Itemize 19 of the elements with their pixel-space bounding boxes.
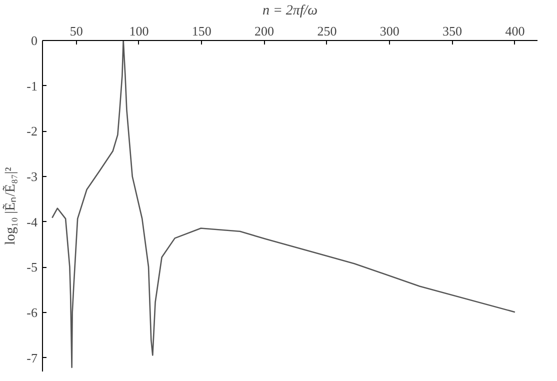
x-tick-label: 400 [505,24,525,38]
x-tick-label: 150 [192,24,212,38]
y-tick-label: -3 [26,169,38,184]
x-tick-label: 50 [70,24,83,38]
x-tick-label: 200 [254,24,274,38]
line-series [52,40,516,368]
y-tick-label: -4 [26,214,38,230]
y-tick-label: -7 [26,350,38,366]
y-tick-label: -6 [26,305,38,320]
y-tick-label: -2 [26,124,38,139]
x-tick-label: 250 [317,24,337,38]
x-tick-label: 350 [442,24,462,38]
x-axis-title: n = 2πf/ω [262,4,318,18]
y-tick-label: -1 [26,78,38,94]
x-tick-label: 100 [129,24,149,38]
y-axis-title: log₁₀ |Ẽₙ/Ẽ₈₇|² [2,167,19,245]
y-tick-label: 0 [31,33,38,48]
y-tick-label: -5 [26,260,38,275]
x-tick-label: 300 [380,24,400,38]
